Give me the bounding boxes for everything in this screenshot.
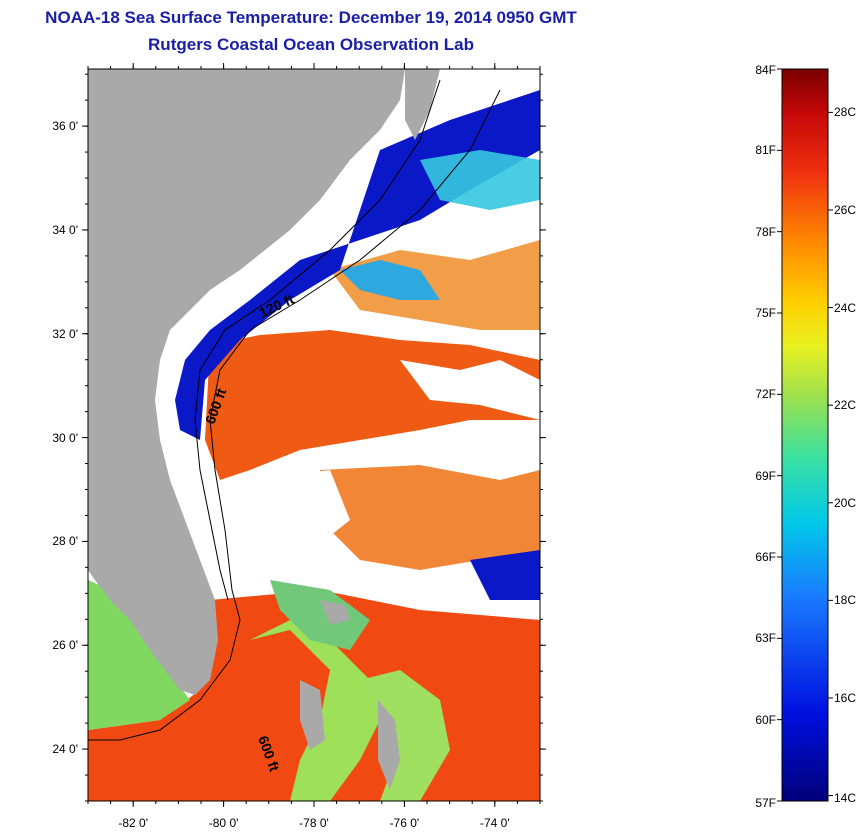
land-mainland	[88, 69, 405, 695]
bahamas-island-1	[300, 680, 325, 750]
cloud-patch-1	[400, 360, 540, 420]
colorbar-f-label: 66F	[755, 550, 776, 564]
colorbar-f-label: 84F	[755, 63, 776, 77]
lon-tick-label: -82 0'	[118, 816, 149, 830]
colorbar-f-label: 81F	[755, 143, 776, 158]
colorbar-f-label: 60F	[755, 712, 776, 727]
warm-water-gulfstream	[205, 330, 540, 480]
lat-tick-label: 34 0'	[52, 222, 78, 237]
lon-tick-label: -78 0'	[299, 816, 329, 830]
colorbar-c-label: 24C	[834, 300, 857, 315]
lon-tick-label: -80 0'	[208, 816, 239, 830]
colorbar-c-label: 16C	[834, 690, 857, 705]
map-subtitle: Rutgers Coastal Ocean Observation Lab	[148, 35, 474, 54]
colorbar-f-label: 78F	[755, 224, 776, 239]
bahamas-island-3	[378, 700, 400, 790]
lat-tick-label: 36 0'	[52, 119, 78, 134]
cold-water-east	[470, 550, 540, 600]
colorbar-f-label: 69F	[755, 468, 776, 483]
colorbar-c-label: 20C	[834, 495, 857, 510]
lon-tick-label: -74 0'	[479, 816, 510, 830]
lat-tick-label: 30 0'	[52, 430, 78, 445]
colorbar-f-label: 75F	[755, 306, 776, 320]
lat-tick-label: 32 0'	[52, 326, 78, 341]
bahamas-bank-3	[270, 580, 370, 650]
lat-tick-label: 28 0'	[52, 534, 78, 549]
bahamas-island-2	[320, 600, 350, 625]
depth-contour-600ft	[88, 89, 501, 741]
bahamas-bank	[250, 620, 380, 801]
colorbar-c-label: 28C	[834, 105, 857, 120]
cloud-patch-2	[240, 470, 350, 560]
colorbar-f-label: 57F	[755, 796, 776, 810]
bahamas-bank-2	[360, 670, 450, 801]
colorbar-c-label: 14C	[834, 790, 857, 805]
land-outer-banks	[405, 69, 440, 140]
lat-tick-label: 26 0'	[52, 638, 78, 653]
colorbar-f-label: 63F	[755, 631, 776, 646]
colorbar-c-label: 18C	[834, 593, 857, 608]
lat-tick-label: 24 0'	[52, 742, 78, 757]
colorbar-f-label: 72F	[755, 387, 776, 402]
lon-tick-label: -76 0'	[389, 816, 420, 830]
gulf-water	[88, 580, 190, 730]
colorbar-c-label: 26C	[834, 202, 857, 217]
cool-water-cyan	[340, 260, 440, 300]
colorbar-c-label: 22C	[834, 398, 857, 413]
cool-water-cyan-2	[420, 150, 540, 210]
warm-water-patches	[320, 465, 540, 570]
colorbar	[781, 68, 829, 802]
depth-contour-120ft	[194, 79, 441, 601]
map-title: NOAA-18 Sea Surface Temperature: Decembe…	[45, 8, 577, 27]
